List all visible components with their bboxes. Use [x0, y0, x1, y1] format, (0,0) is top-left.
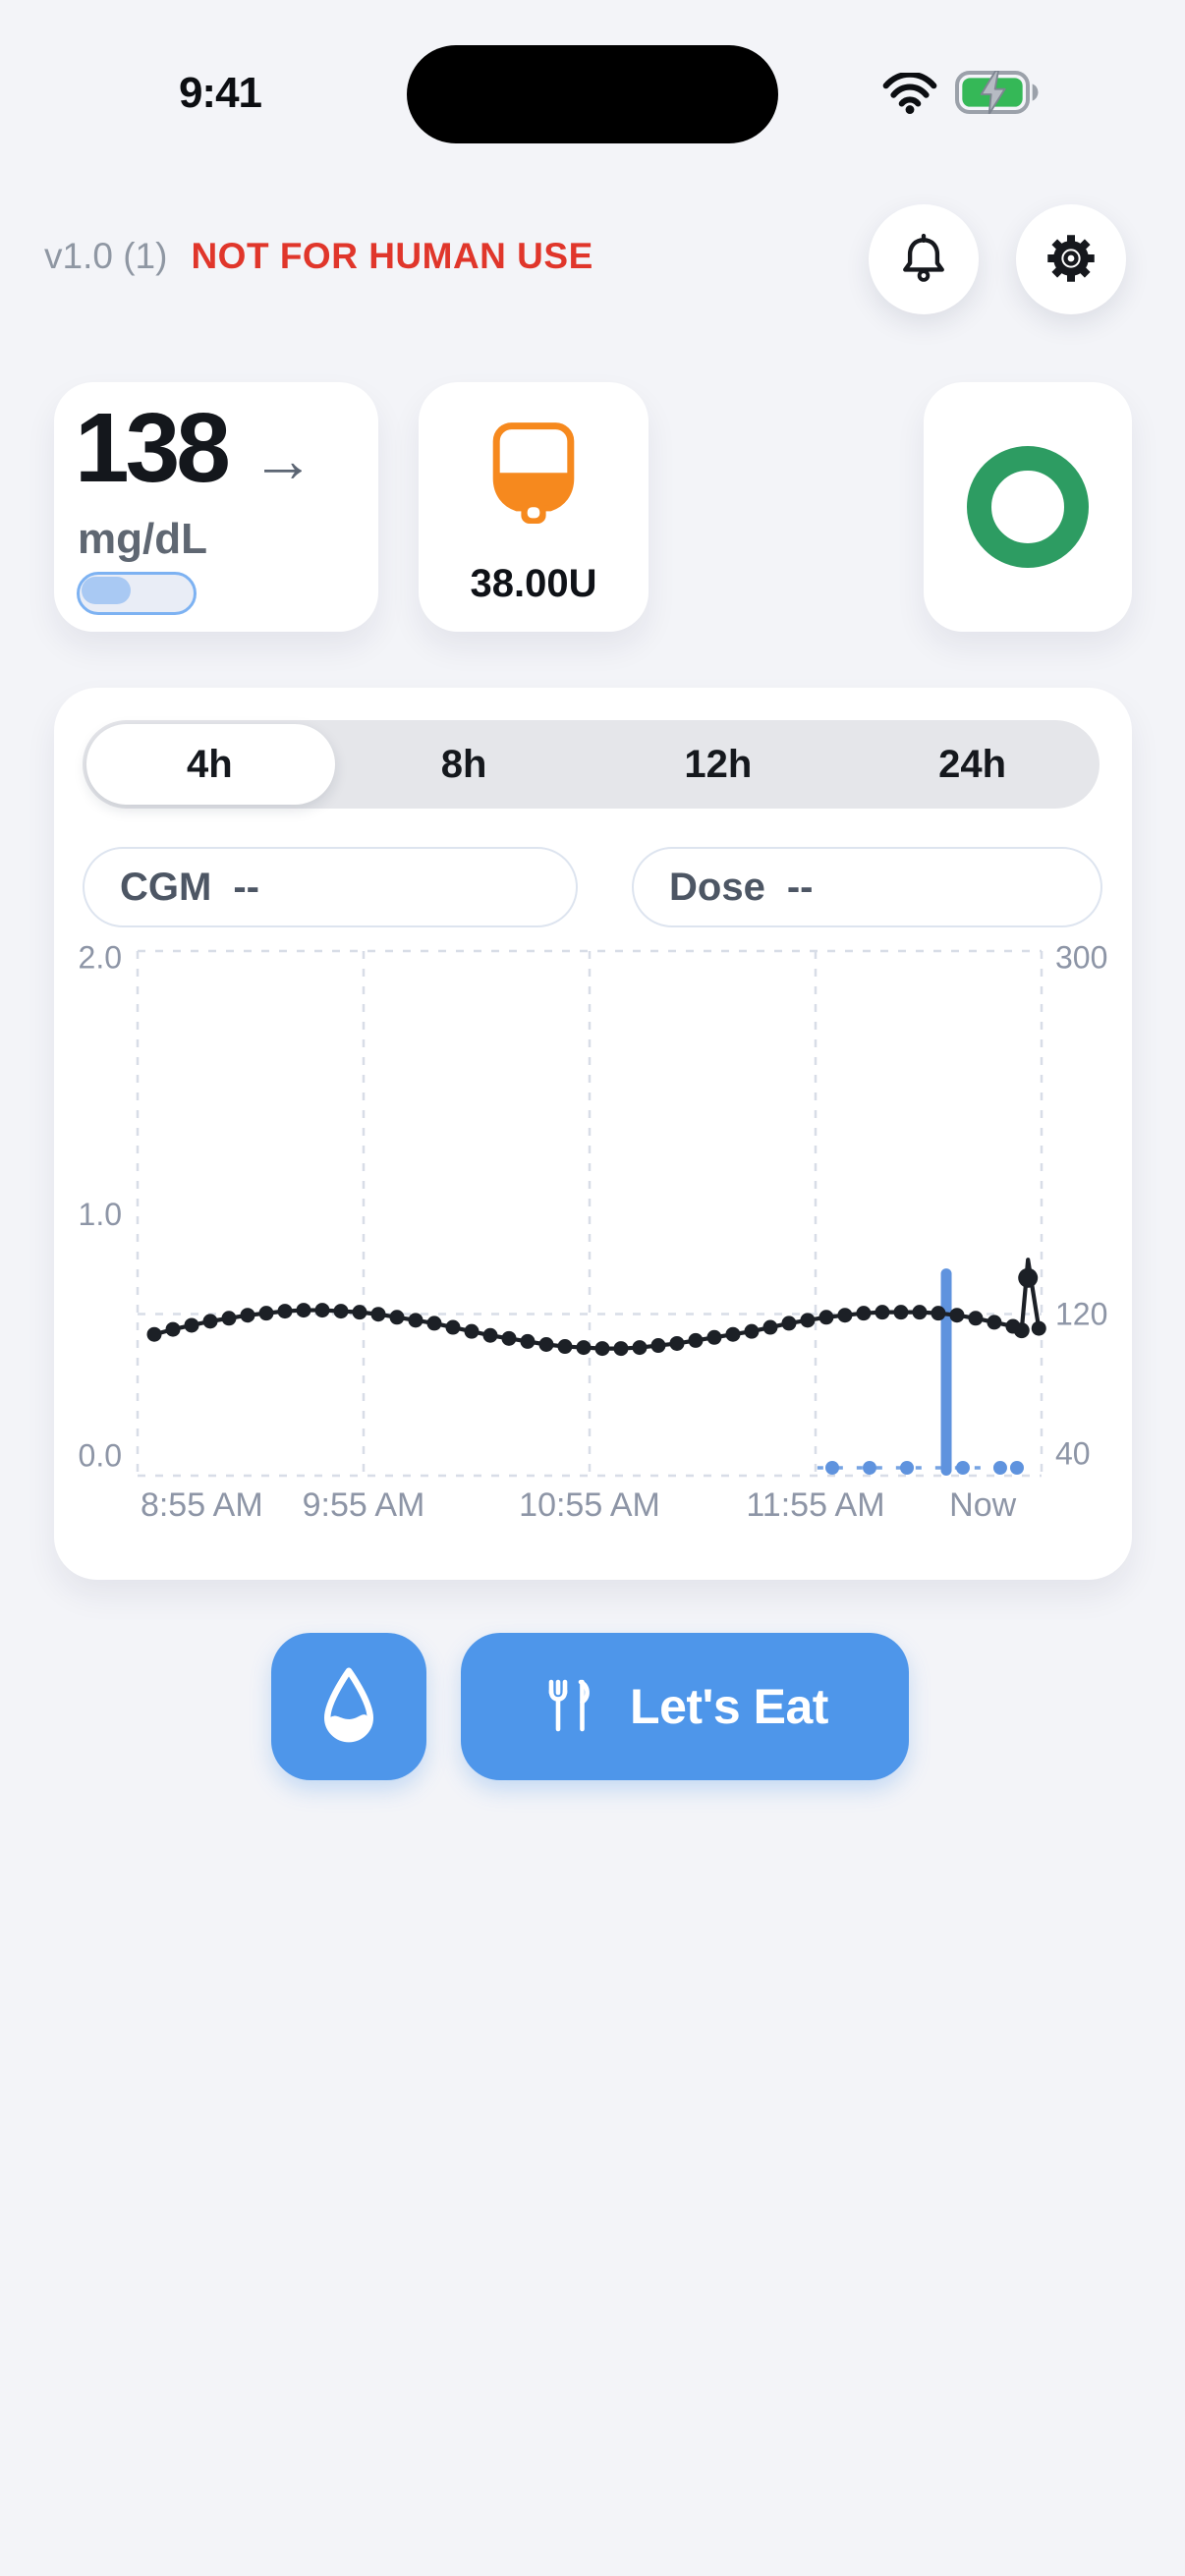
svg-text:9:55 AM: 9:55 AM [303, 1486, 425, 1524]
insulin-pump-icon [492, 421, 575, 534]
tab-24h[interactable]: 24h [938, 742, 1007, 786]
glucose-insulin-chart[interactable]: 2.0 1.0 0.0 300 120 40 8:55 AM 9:55 AM 10:55 AM 1… [54, 914, 1135, 1562]
app-version-label: v1.0 (1) [44, 236, 168, 276]
svg-text:8:55 AM: 8:55 AM [141, 1486, 263, 1524]
fork-knife-icon [541, 1676, 604, 1738]
toggle-knob [82, 577, 131, 604]
battery-charging-icon [955, 70, 1042, 119]
svg-text:300: 300 [1055, 939, 1107, 975]
hydration-button[interactable] [271, 1633, 426, 1780]
time-range-tabs: 4h 8h 12h 24h [83, 720, 1100, 809]
cgm-label: CGM [120, 865, 212, 909]
loop-status-card[interactable] [924, 382, 1132, 632]
svg-text:1.0: 1.0 [79, 1197, 122, 1232]
cgm-readout-field[interactable]: CGM -- [83, 847, 578, 927]
bell-icon [895, 230, 952, 290]
tab-8h[interactable]: 8h [440, 742, 487, 786]
header: v1.0 (1) NOT FOR HUMAN USE [44, 236, 593, 277]
dose-value: -- [786, 865, 814, 909]
svg-text:11:55 AM: 11:55 AM [746, 1486, 884, 1524]
svg-text:0.0: 0.0 [79, 1438, 122, 1474]
unit-toggle[interactable] [77, 572, 197, 615]
gear-icon [1042, 229, 1100, 291]
lets-eat-button[interactable]: Let's Eat [461, 1633, 909, 1780]
reservoir-value: 38.00U [470, 562, 597, 605]
green-ring-icon [967, 446, 1089, 568]
cgm-value: -- [233, 865, 259, 909]
svg-text:120: 120 [1055, 1297, 1107, 1332]
svg-text:2.0: 2.0 [79, 939, 122, 975]
lets-eat-label: Let's Eat [630, 1679, 828, 1734]
svg-text:10:55 AM: 10:55 AM [519, 1486, 660, 1524]
trend-arrow-icon: → [252, 424, 314, 495]
dose-label: Dose [669, 865, 765, 909]
status-time: 9:41 [178, 69, 262, 117]
pump-card[interactable]: 38.00U [419, 382, 649, 632]
tab-12h[interactable]: 12h [684, 742, 753, 786]
chart-card: 4h 8h 12h 24h CGM -- Dose -- 2.0 1.0 0.0 30… [54, 688, 1132, 1580]
settings-button[interactable] [1016, 204, 1126, 314]
warning-text: NOT FOR HUMAN USE [191, 236, 593, 276]
svg-text:40: 40 [1055, 1436, 1091, 1472]
notifications-button[interactable] [869, 204, 979, 314]
tab-4h[interactable]: 4h [187, 742, 233, 786]
dose-readout-field[interactable]: Dose -- [632, 847, 1102, 927]
water-drop-icon [318, 1666, 379, 1748]
dynamic-island [407, 45, 778, 143]
svg-text:Now: Now [949, 1486, 1016, 1524]
wifi-icon [882, 71, 937, 119]
glucose-unit: mg/dL [78, 515, 207, 563]
selected-tab-pill [86, 724, 335, 805]
glucose-value: 138 [75, 393, 231, 503]
